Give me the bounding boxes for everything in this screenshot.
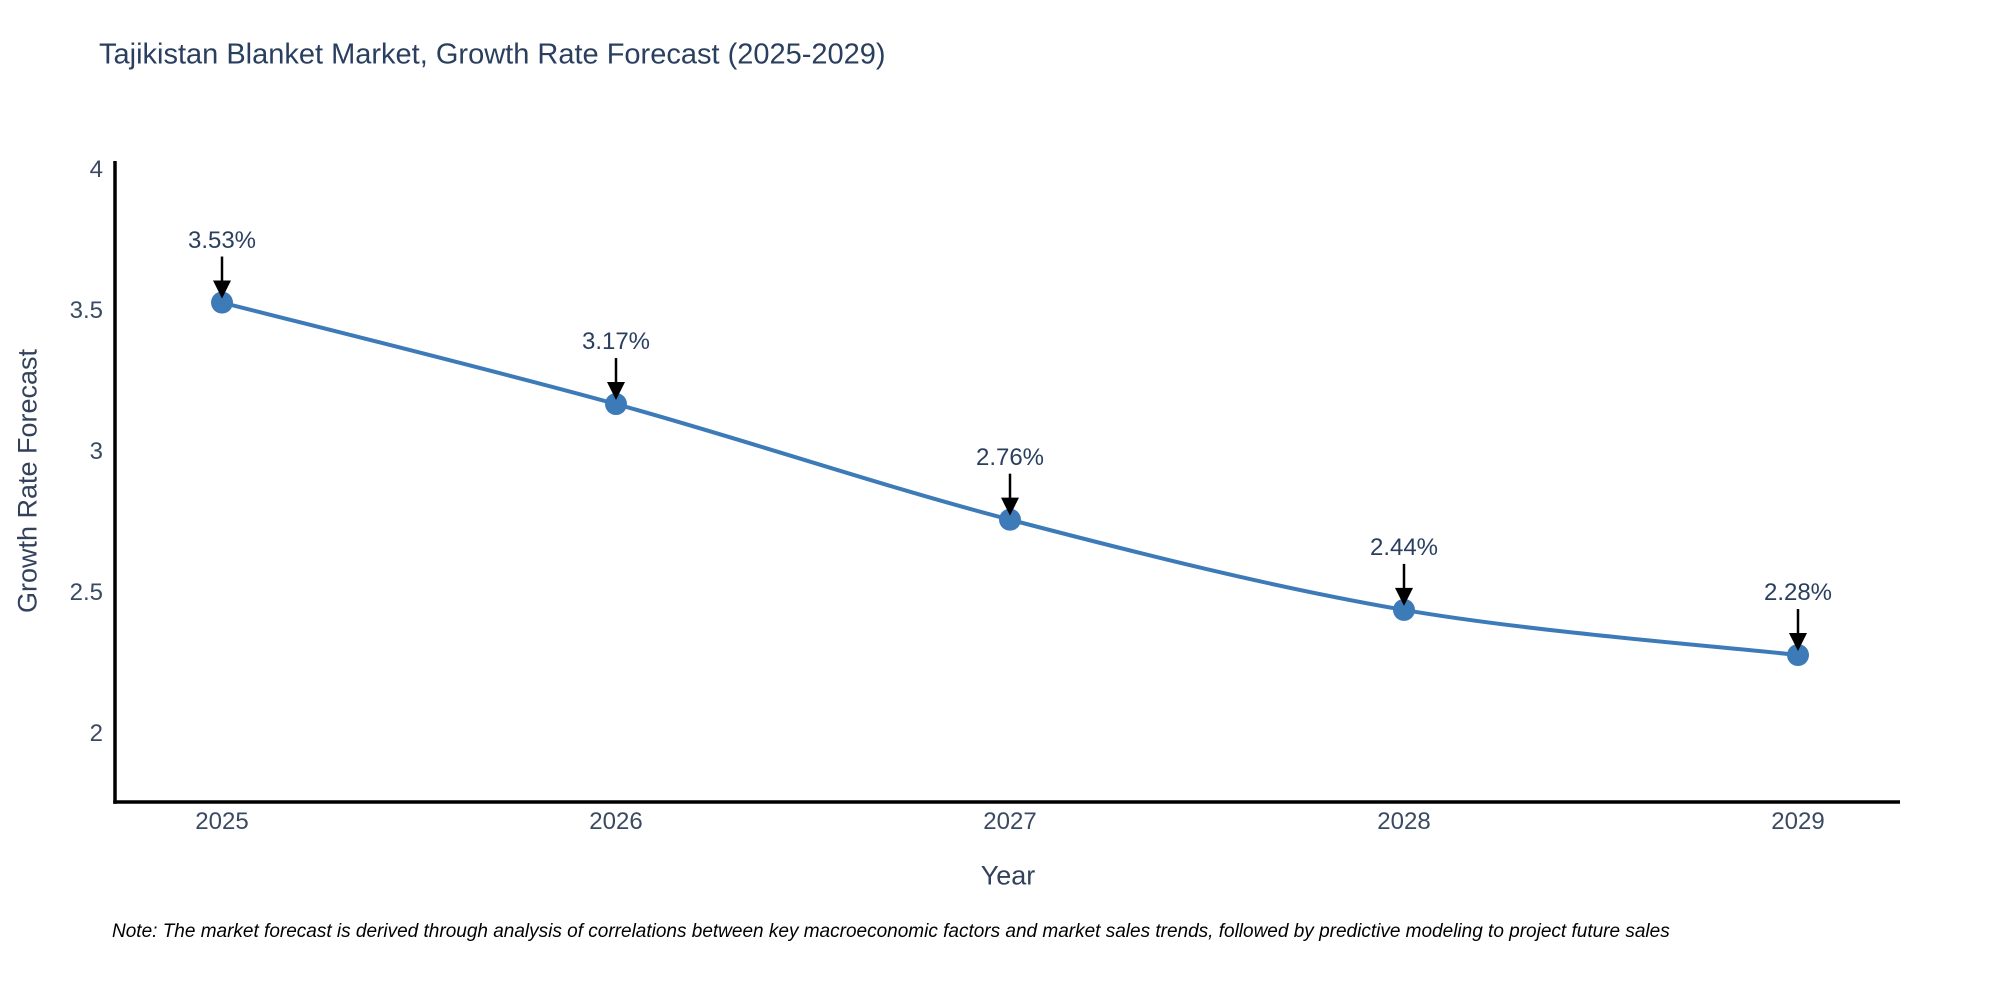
annotation-arrowhead-icon: [213, 280, 231, 299]
annotation-arrowhead-icon: [607, 382, 625, 401]
y-axis-title: Growth Rate Forecast: [12, 348, 43, 614]
annotation-label: 2.76%: [975, 443, 1045, 471]
data-point-marker: [605, 393, 627, 416]
y-tick-label: 3: [89, 438, 103, 465]
annotation-arrowhead-icon: [1789, 633, 1807, 652]
x-tick-label: 2025: [195, 808, 249, 835]
x-tick-label: 2026: [589, 808, 643, 835]
y-tick-label: 3.5: [69, 297, 103, 324]
data-point-marker: [1787, 644, 1809, 667]
annotation-label: 3.17%: [581, 328, 651, 356]
y-tick-label: 2.5: [69, 579, 103, 606]
annotation-label: 2.28%: [1763, 579, 1833, 607]
footnote-text: Note: The market forecast is derived thr…: [112, 921, 1670, 942]
chart-title: Tajikistan Blanket Market, Growth Rate F…: [99, 38, 886, 71]
annotation-label: 3.53%: [187, 226, 257, 254]
x-tick-label: 2029: [1771, 808, 1825, 835]
annotation-arrowhead-icon: [1395, 587, 1413, 606]
annotation-label: 2.44%: [1369, 533, 1439, 561]
annotation-arrowhead-icon: [1001, 497, 1019, 516]
data-point-marker: [1393, 598, 1415, 621]
data-point-marker: [999, 508, 1021, 531]
y-tick-label: 2: [89, 720, 103, 747]
x-axis-title: Year: [980, 860, 1036, 891]
y-tick-label: 4: [89, 156, 103, 183]
x-tick-label: 2028: [1377, 808, 1431, 835]
x-tick-label: 2027: [983, 808, 1037, 835]
data-point-marker: [211, 291, 233, 314]
